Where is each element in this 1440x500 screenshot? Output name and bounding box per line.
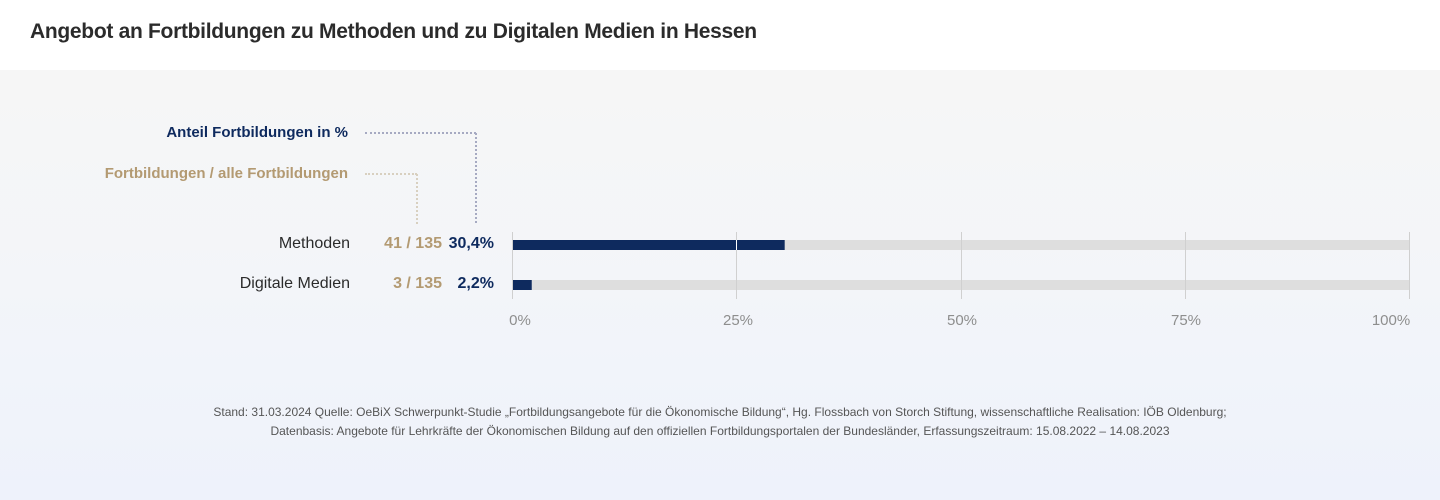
source-line-2: Datenbasis: Angebote für Lehrkräfte der …	[270, 424, 1170, 438]
x-tick-label: 0%	[509, 312, 531, 329]
count-label: 3 / 135	[393, 275, 442, 292]
bar	[512, 240, 785, 250]
x-tick-label: 25%	[722, 312, 754, 329]
legend-count-connector	[365, 173, 417, 175]
category-label: Methoden	[278, 235, 350, 252]
source-line-1: Stand: 31.03.2024 Quelle: OeBiX Schwerpu…	[213, 405, 1227, 419]
value-label: 30,4%	[448, 235, 494, 252]
legend-percent-connector-vertical	[475, 133, 477, 223]
x-tick-label: 50%	[946, 312, 978, 329]
value-label: 2,2%	[457, 275, 494, 292]
legend-count-connector-vertical	[416, 174, 418, 224]
legend-percent-connector	[365, 132, 476, 134]
legend-percent-label: Anteil Fortbildungen in %	[166, 124, 348, 141]
bar-track	[512, 280, 1409, 290]
header: Angebot an Fortbildungen zu Methoden und…	[0, 0, 1440, 70]
category-label: Digitale Medien	[239, 275, 350, 292]
chart-title: Angebot an Fortbildungen zu Methoden und…	[30, 20, 757, 43]
source-note: Stand: 31.03.2024 Quelle: OeBiX Schwerpu…	[0, 403, 1440, 441]
x-tick-label: 75%	[1170, 312, 1202, 329]
count-label: 41 / 135	[384, 235, 442, 252]
bar-track	[512, 240, 1409, 250]
bar	[512, 280, 532, 290]
legend-count-label: Fortbildungen / alle Fortbildungen	[104, 165, 348, 182]
x-tick-label: 100%	[1371, 312, 1411, 329]
